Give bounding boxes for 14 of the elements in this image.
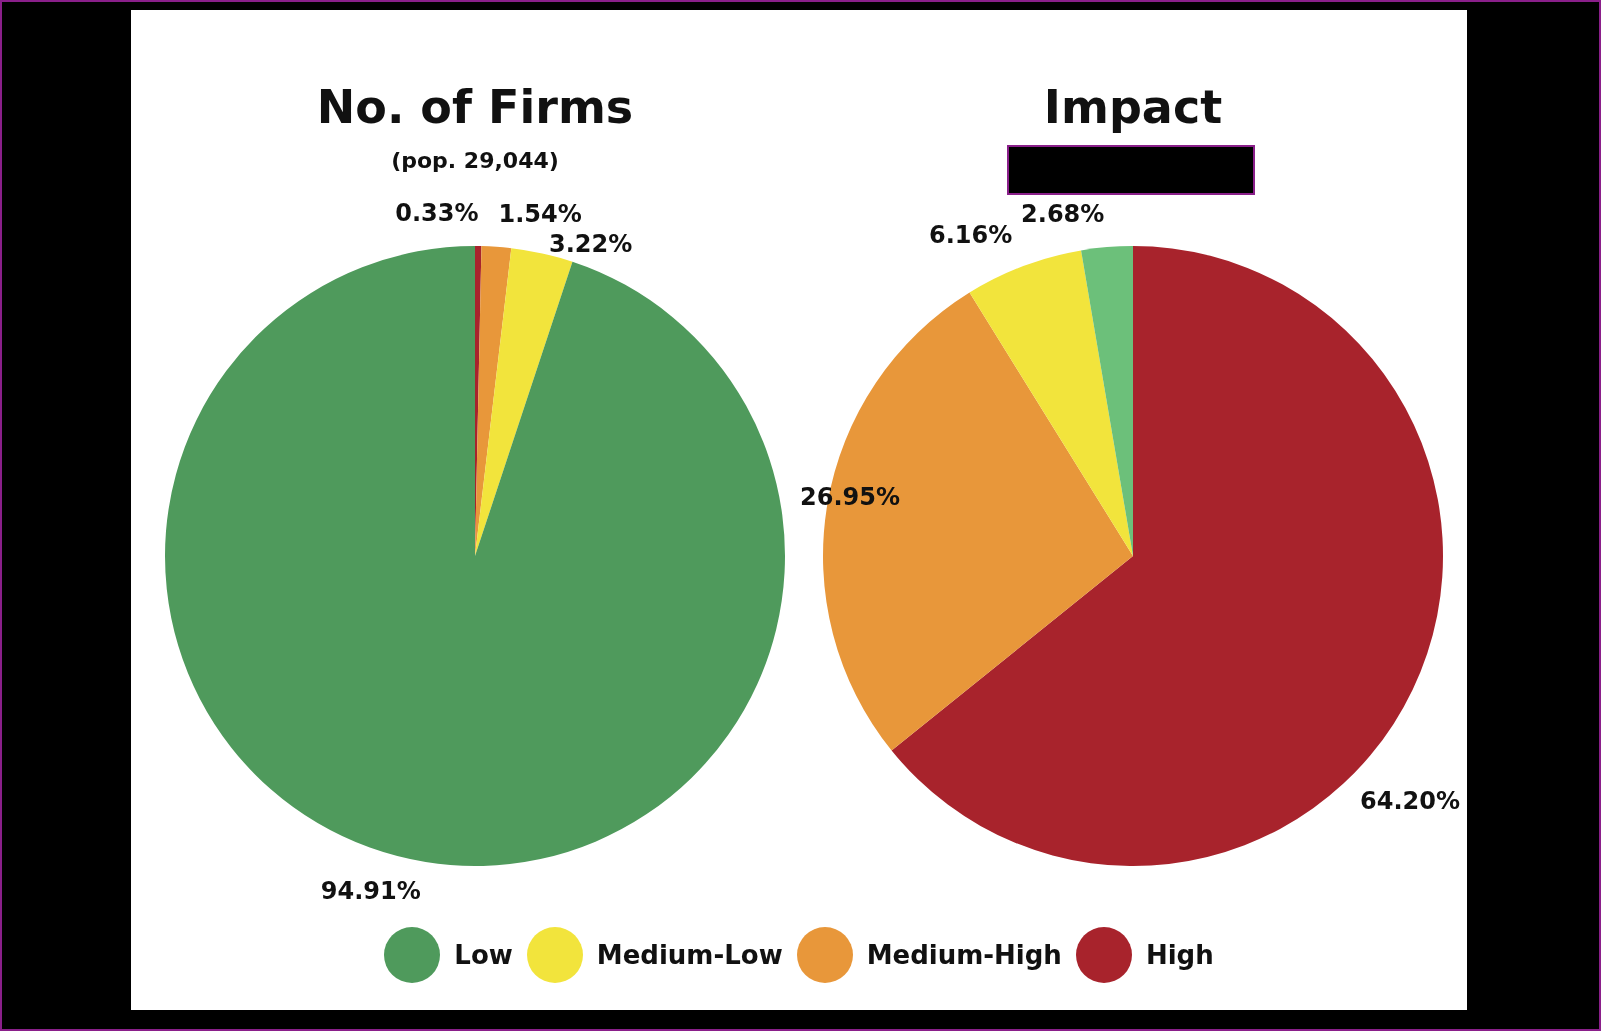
slice-label: Impact	[1042, 80, 1224, 134]
data-label: 1.54%	[498, 200, 582, 229]
data-label: 94.91%	[320, 876, 421, 905]
slice-label: No. of Firms	[315, 80, 635, 134]
legend-label: Medium-Low	[596, 940, 783, 970]
legend-label: Medium-High	[866, 940, 1062, 970]
legend-label: High	[1145, 940, 1214, 970]
data-label: 6.16%	[928, 221, 1013, 250]
data-label: 3.22%	[548, 230, 633, 259]
data-label: 2.68%	[1021, 200, 1105, 229]
text: (pop. 29,044)	[390, 148, 560, 173]
data-label: 64.20%	[1360, 787, 1461, 816]
legend-label: Low	[454, 940, 513, 970]
data-label: 0.33%	[395, 199, 479, 228]
